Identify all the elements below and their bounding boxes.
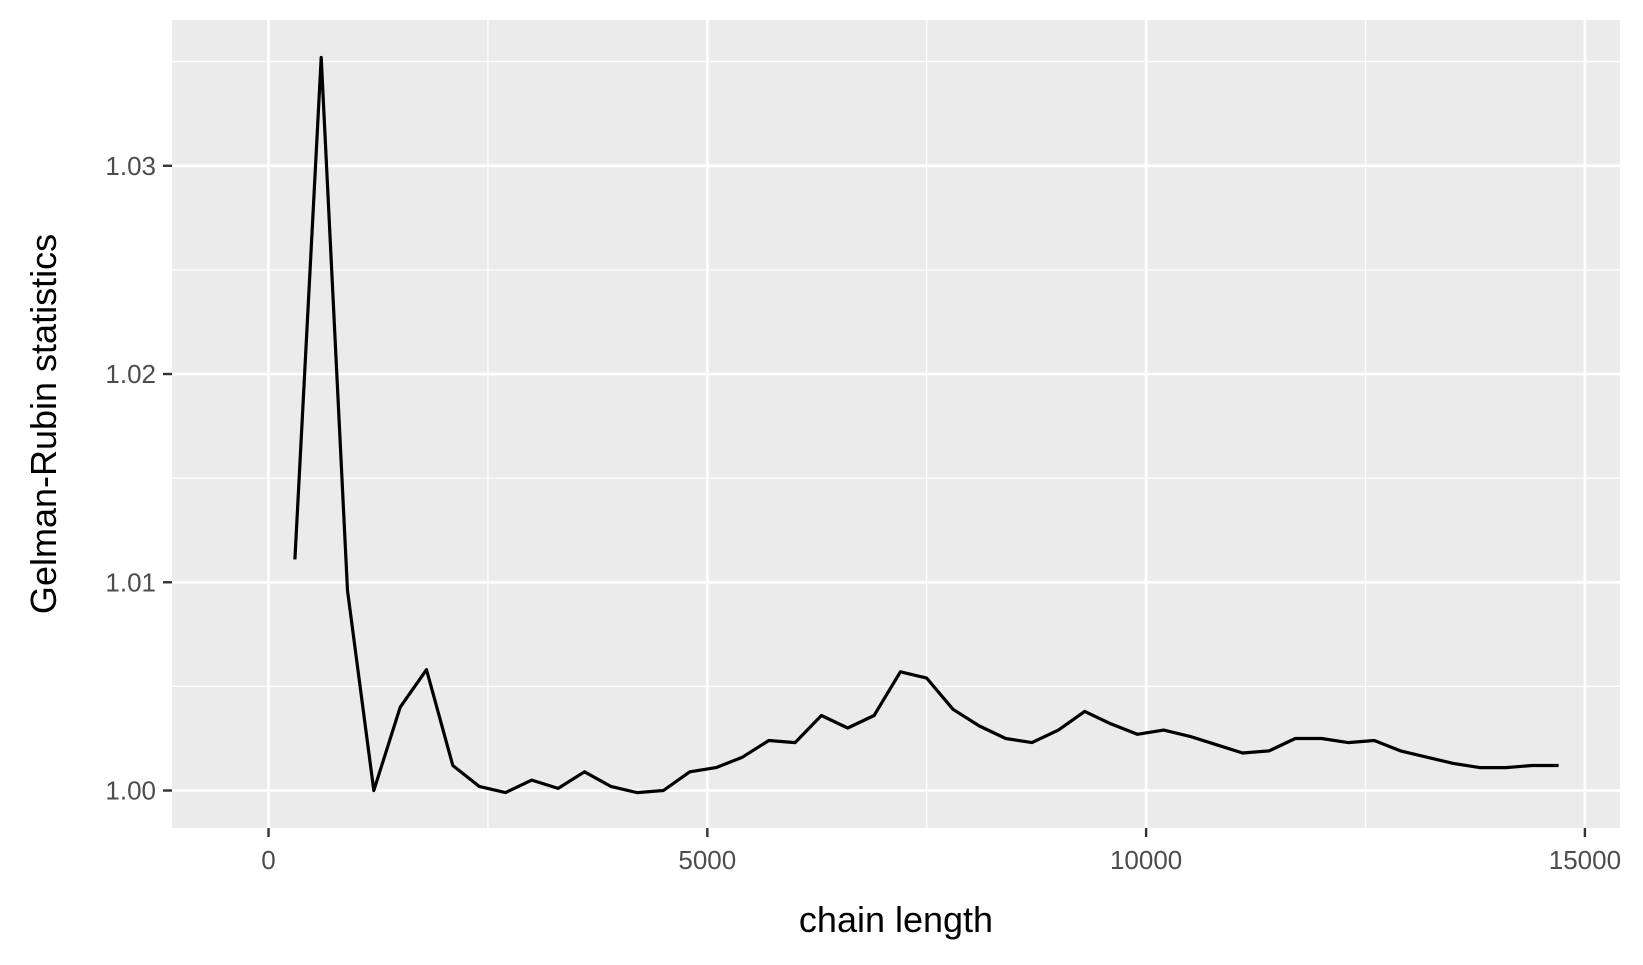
x-axis-title: chain length	[799, 899, 993, 940]
x-tick-label: 10000	[1110, 845, 1182, 875]
x-tick-label: 5000	[678, 845, 736, 875]
y-tick-label: 1.00	[105, 776, 156, 806]
x-tick-label: 15000	[1549, 845, 1621, 875]
x-axis: 0 5000 10000 15000	[261, 828, 1621, 875]
y-axis-title: Gelman-Rubin statistics	[23, 234, 64, 614]
y-axis: 1.00 1.01 1.02 1.03	[105, 151, 172, 806]
series-layer	[293, 55, 1559, 795]
plot-panel	[172, 20, 1620, 828]
series-line	[293, 55, 1559, 795]
y-tick-label: 1.03	[105, 151, 156, 181]
y-tick-label: 1.01	[105, 567, 156, 597]
major-gridlines	[172, 20, 1620, 828]
x-tick-label: 0	[261, 845, 275, 875]
y-tick-label: 1.02	[105, 359, 156, 389]
